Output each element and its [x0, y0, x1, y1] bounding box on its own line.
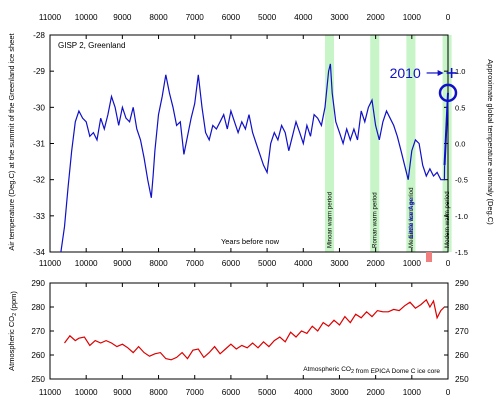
top-axis-tick-label: 1000	[403, 13, 422, 22]
co2-plot-frame	[49, 282, 449, 380]
co2-left-tick-label: 260	[31, 351, 45, 360]
top-axis-tick-label: 7000	[186, 13, 205, 22]
co2-left-tick-label: 280	[31, 303, 45, 312]
co2-right-tick-label: 270	[455, 327, 469, 336]
warm-band-2	[406, 35, 416, 252]
co2-line	[64, 298, 445, 361]
annotation-2010: 2010	[390, 65, 457, 81]
upper-x-tick-label: 11000	[39, 259, 62, 268]
anomaly-y-tick-label: -0.5	[455, 176, 468, 185]
temperature-y-tick-label: -32	[33, 176, 45, 185]
temperature-y-axis: -34 -33 -32 -31 -30 -29 -28	[33, 31, 54, 257]
bottom-x-tick-label: 3000	[330, 388, 349, 397]
co2-left-tick-label: 290	[31, 279, 45, 288]
bottom-x-tick-label: 5000	[258, 388, 277, 397]
bottom-x-tick-label: 4000	[294, 388, 313, 397]
bottom-x-tick-label: 8000	[149, 388, 168, 397]
temperature-y-tick-label: -28	[33, 31, 45, 40]
top-axis-tick-label: 8000	[149, 13, 168, 22]
top-axis-tick-label: 3000	[330, 13, 349, 22]
temperature-plot-frame	[49, 34, 449, 253]
annotation-2010-label: 2010	[390, 65, 421, 81]
little-ice-age-label: Little Ice Age	[408, 198, 415, 239]
bottom-x-tick-label: 6000	[222, 388, 241, 397]
co2-caption: Atmospheric CO2 from EPICA Dome C ice co…	[303, 366, 440, 375]
anomaly-y-tick-label: -1.5	[455, 248, 468, 257]
co2-y-axis-label: Atmospheric CO2 (ppm)	[7, 291, 18, 371]
bottom-x-tick-label: 9000	[113, 388, 132, 397]
bottom-x-tick-label: 10000	[75, 388, 98, 397]
co2-right-tick-label: 250	[455, 375, 469, 384]
co2-right-tick-label: 290	[455, 279, 469, 288]
bottom-x-tick-label: 7000	[186, 388, 205, 397]
anomaly-y-tick-label: 1.0	[455, 67, 465, 76]
bottom-x-axis-ticks: 11000 10000 9000 8000 7000 6000 5000 4000 3000 20…	[39, 283, 451, 397]
upper-x-tick-label: 9000	[113, 259, 132, 268]
top-axis-tick-label: 5000	[258, 13, 277, 22]
upper-x-tick-label: 0	[446, 259, 451, 268]
present-day-marker	[426, 252, 432, 262]
temperature-y-tick-label: -29	[33, 67, 45, 76]
top-axis-tick-label: 9000	[113, 13, 132, 22]
warm-period-label: Roman warm period	[372, 192, 379, 248]
warm-period-label: Minoan warm period	[327, 191, 334, 248]
bottom-x-tick-label: 0	[446, 388, 451, 397]
upper-x-tick-label: 10000	[75, 259, 98, 268]
top-axis-tick-label: 4000	[294, 13, 313, 22]
anomaly-y-tick-label: -1.0	[455, 212, 468, 221]
upper-x-tick-label: 8000	[149, 259, 168, 268]
temperature-y-axis-label: Air temperature (Deg.C) at the summit of…	[7, 32, 16, 250]
recent-warming-line	[443, 92, 449, 166]
x-axis-label: Years before now	[221, 237, 280, 246]
arrow-head	[437, 69, 444, 76]
co2-right-tick-label: 260	[455, 351, 469, 360]
temperature-y-tick-label: -30	[33, 103, 45, 112]
upper-x-tick-label: 4000	[294, 259, 313, 268]
upper-x-tick-label: 6000	[222, 259, 241, 268]
top-axis-tick-label: 6000	[222, 13, 241, 22]
temperature-y-tick-label: -33	[33, 212, 45, 221]
warm-band-1	[370, 35, 380, 252]
warm-band-0	[324, 35, 335, 252]
anomaly-y-axis-label: Approximate global temperature anomaly (…	[486, 59, 495, 225]
co2-left-tick-label: 250	[31, 375, 45, 384]
upper-x-tick-label: 2000	[367, 259, 386, 268]
bottom-x-tick-label: 11000	[39, 388, 62, 397]
top-axis-tick-label: 0	[446, 13, 451, 22]
anomaly-y-tick-label: 0.5	[455, 103, 465, 112]
warm-period-bands: Minoan warm period Roman warm period Medie…	[324, 35, 452, 252]
shared-x-axis-ticks: 11000 10000 9000 8000 7000 6000 5000 4000 3000 20…	[39, 248, 451, 268]
warm-period-label: Medieval warm period	[408, 187, 415, 248]
top-axis-tick-label: 2000	[367, 13, 386, 22]
co2-right-tick-label: 280	[455, 303, 469, 312]
upper-x-tick-label: 5000	[258, 259, 277, 268]
co2-left-tick-label: 270	[31, 327, 45, 336]
panel-label: GISP 2, Greenland	[58, 41, 125, 50]
top-axis-tick-label: 11000	[39, 13, 62, 22]
upper-x-tick-label: 7000	[186, 259, 205, 268]
top-axis-ticks: 11000 10000 9000 8000 7000 6000 5000 4000 3000 20…	[39, 13, 451, 39]
upper-x-tick-label: 1000	[403, 259, 422, 268]
temperature-y-tick-label: -31	[33, 140, 45, 149]
top-axis-tick-label: 10000	[75, 13, 98, 22]
temperature-y-tick-label: -34	[33, 248, 45, 257]
co2-y-axis: 250 250 260 260 270 270 280 280 290 290	[31, 279, 469, 384]
bottom-x-tick-label: 1000	[403, 388, 422, 397]
anomaly-y-tick-label: 0.0	[455, 140, 465, 149]
2010-marker-circle	[438, 83, 458, 103]
upper-x-tick-label: 3000	[330, 259, 349, 268]
gisp2-temperature-line	[60, 63, 446, 253]
bottom-x-tick-label: 2000	[367, 388, 386, 397]
